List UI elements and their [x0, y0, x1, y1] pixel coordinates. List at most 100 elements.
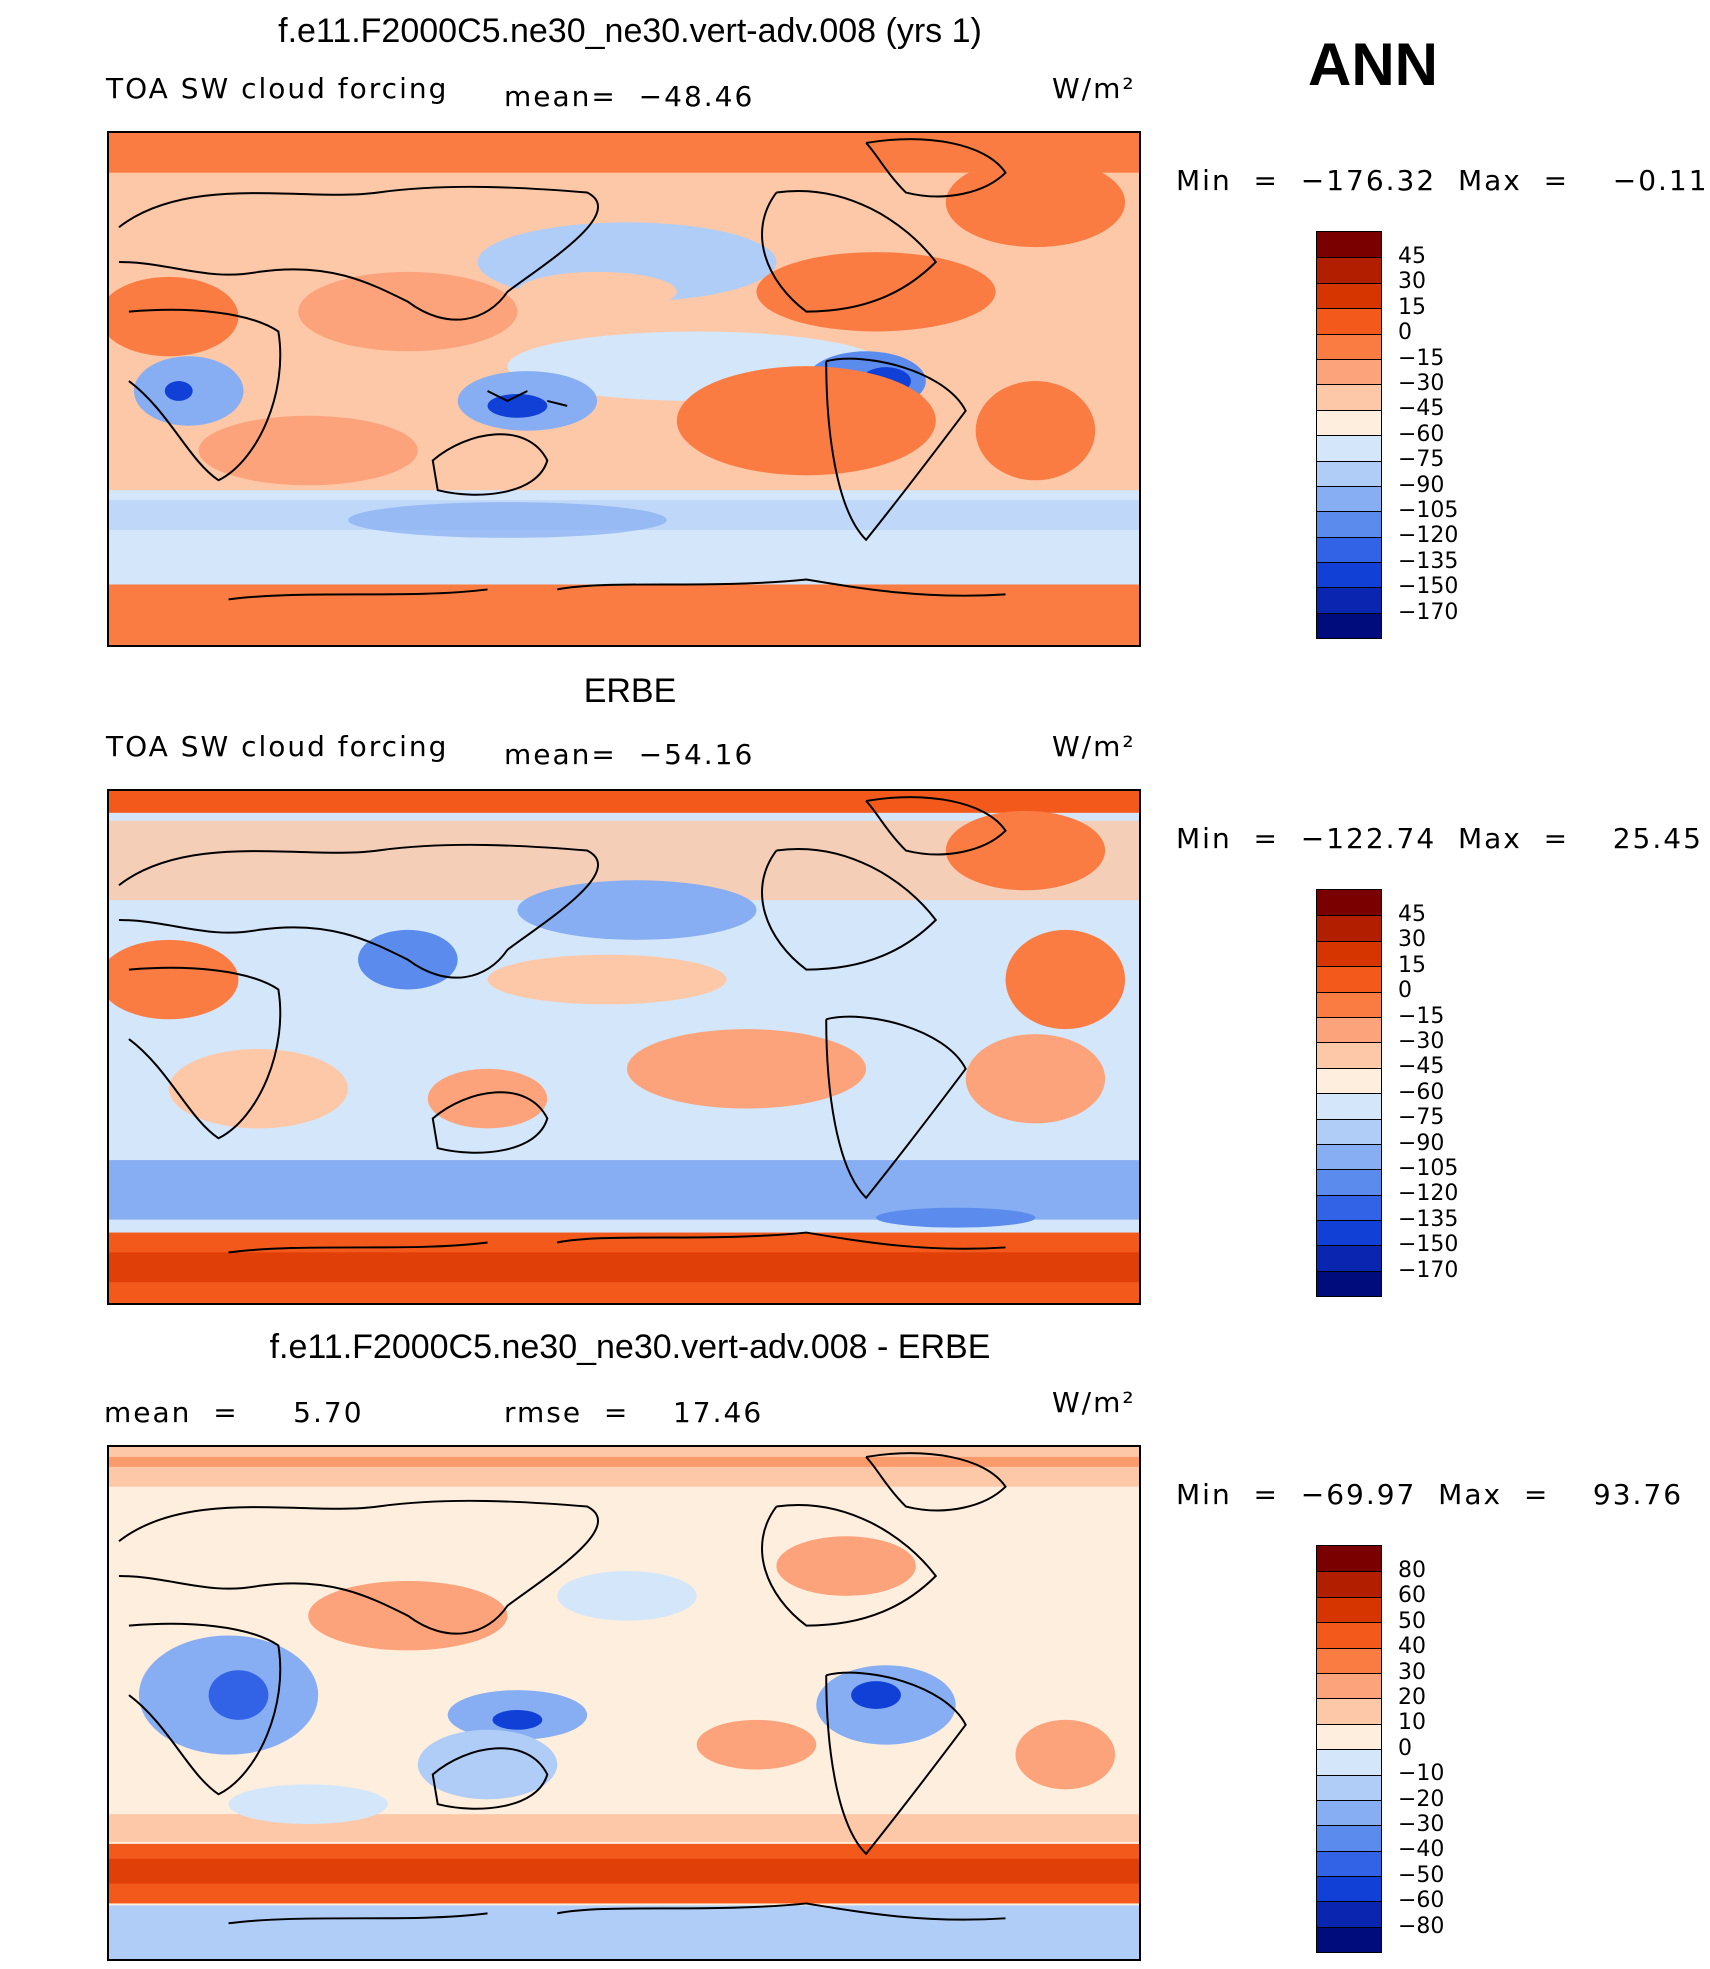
panel3-colorbar: [1316, 1545, 1382, 1953]
panel2-colorbar-tick: −15: [1398, 1004, 1445, 1029]
panel3-minmax-label: Min = −69.97 Max = 93.76: [1176, 1478, 1684, 1511]
panel1-colorbar-swatch: [1317, 409, 1381, 436]
panel2-colorbar-tick: −75: [1398, 1105, 1445, 1130]
panel3-map: [107, 1445, 1141, 1961]
panel3-title: f.e11.F2000C5.ne30_ne30.vert-adv.008 - E…: [269, 1328, 991, 1366]
panel2-contour-field: [109, 791, 1139, 1303]
panel3-colorbar-tick: 50: [1398, 1609, 1426, 1634]
panel3-colorbar-tick: −30: [1398, 1812, 1445, 1837]
panel2-colorbar-swatch: [1317, 915, 1381, 941]
panel3-colorbar-tick: −40: [1398, 1837, 1445, 1862]
panel3-colorbar-swatch: [1317, 1698, 1381, 1724]
panel1-colorbar-tick: −45: [1398, 396, 1445, 421]
panel2-title: ERBE: [583, 672, 677, 710]
panel2-colorbar-tick: −45: [1398, 1054, 1445, 1079]
panel2-colorbar-swatch: [1317, 890, 1381, 916]
panel1-colorbar-tick: 45: [1398, 244, 1426, 269]
panel1-minmax-label: Min = −176.32 Max = −0.11: [1176, 164, 1709, 197]
panel1-colorbar-tick: 0: [1398, 320, 1412, 345]
panel2-colorbar-swatch: [1317, 1220, 1381, 1246]
panel2-map: [107, 789, 1141, 1305]
panel1-colorbar-swatch: [1317, 536, 1381, 563]
panel3-colorbar-swatch: [1317, 1799, 1381, 1826]
panel1-colorbar-swatch: [1317, 435, 1381, 461]
panel2-colorbar-tick: −120: [1398, 1181, 1459, 1206]
panel3-colorbar-tick: −60: [1398, 1888, 1445, 1913]
panel1-colorbar-swatch: [1317, 612, 1381, 639]
panel1-colorbar-swatch: [1317, 308, 1381, 334]
panel2-colorbar-tick: −170: [1398, 1258, 1459, 1283]
panel2-colorbar-swatch: [1317, 940, 1381, 967]
panel1-colorbar-tick: −150: [1398, 574, 1459, 599]
panel2-colorbar-tick: 45: [1398, 902, 1426, 927]
panel2-colorbar-tick: −150: [1398, 1232, 1459, 1257]
panel2-colorbar-tick: 30: [1398, 927, 1426, 952]
panel1-colorbar-swatch: [1317, 587, 1381, 613]
panel3-colorbar-swatch: [1317, 1596, 1381, 1623]
panel3-colorbar-tick: 10: [1398, 1710, 1426, 1735]
panel1-colorbar: [1316, 231, 1382, 639]
panel2-colorbar-swatch: [1317, 1169, 1381, 1195]
panel3-colorbar-tick: 0: [1398, 1736, 1412, 1761]
season-label: ANN: [1308, 31, 1438, 98]
panel2-colorbar-tick: −60: [1398, 1080, 1445, 1105]
panel2-colorbar-swatch: [1317, 966, 1381, 992]
panel2-minmax-label: Min = −122.74 Max = 25.45: [1176, 822, 1703, 855]
panel2-colorbar: [1316, 889, 1382, 1297]
panel1-colorbar-swatch: [1317, 358, 1381, 385]
panel1-colorbar-tick: −15: [1398, 346, 1445, 371]
panel2-colorbar-tick: −30: [1398, 1029, 1445, 1054]
panel1-colorbar-tick: 15: [1398, 295, 1426, 320]
panel3-colorbar-swatch: [1317, 1622, 1381, 1648]
panel1-map: [107, 131, 1141, 647]
panel2-colorbar-swatch: [1317, 1143, 1381, 1170]
panel2-colorbar-swatch: [1317, 1067, 1381, 1094]
panel3-colorbar-swatch: [1317, 1647, 1381, 1673]
panel3-colorbar-swatch: [1317, 1825, 1381, 1851]
panel1-colorbar-tick: −90: [1398, 473, 1445, 498]
panel2-variable-label: TOA SW cloud forcing: [106, 730, 449, 763]
panel1-units-label: W/m²: [1052, 72, 1136, 105]
panel1-colorbar-swatch: [1317, 562, 1381, 588]
panel3-colorbar-swatch: [1317, 1926, 1381, 1953]
panel2-colorbar-tick: 15: [1398, 953, 1426, 978]
panel2-colorbar-swatch: [1317, 1093, 1381, 1119]
panel3-colorbar-tick: −80: [1398, 1914, 1445, 1939]
panel3-rmse-label: rmse = 17.46: [504, 1396, 764, 1429]
panel3-colorbar-tick: 40: [1398, 1634, 1426, 1659]
panel3-colorbar-swatch: [1317, 1723, 1381, 1750]
panel3-colorbar-swatch: [1317, 1774, 1381, 1800]
panel3-colorbar-swatch: [1317, 1672, 1381, 1699]
panel1-colorbar-tick: −170: [1398, 600, 1459, 625]
panel1-colorbar-swatch: [1317, 511, 1381, 537]
panel3-colorbar-tick: −20: [1398, 1787, 1445, 1812]
panel1-colorbar-tick: 30: [1398, 269, 1426, 294]
panel3-colorbar-tick: 20: [1398, 1685, 1426, 1710]
panel3-colorbar-swatch: [1317, 1546, 1381, 1572]
panel2-colorbar-tick: 0: [1398, 978, 1412, 1003]
panel2-colorbar-tick: −90: [1398, 1131, 1445, 1156]
panel3-colorbar-tick: 30: [1398, 1660, 1426, 1685]
panel3-colorbar-swatch: [1317, 1876, 1381, 1902]
panel3-colorbar-tick: 80: [1398, 1558, 1426, 1583]
panel2-colorbar-swatch: [1317, 1016, 1381, 1043]
panel1-colorbar-tick: −30: [1398, 371, 1445, 396]
panel1-colorbar-swatch: [1317, 257, 1381, 283]
panel1-colorbar-tick: −75: [1398, 447, 1445, 472]
panel1-mean-label: mean= −48.46: [504, 80, 755, 113]
panel2-mean-label: mean= −54.16: [504, 738, 755, 771]
panel3-colorbar-swatch: [1317, 1571, 1381, 1597]
panel3-colorbar-swatch: [1317, 1901, 1381, 1927]
panel2-colorbar-tick: −135: [1398, 1207, 1459, 1232]
panel3-colorbar-tick: −10: [1398, 1761, 1445, 1786]
panel1-contour-field: [109, 133, 1139, 645]
panel1-colorbar-swatch: [1317, 460, 1381, 486]
panel1-title: f.e11.F2000C5.ne30_ne30.vert-adv.008 (yr…: [278, 12, 982, 50]
panel1-colorbar-swatch: [1317, 384, 1381, 410]
panel2-colorbar-swatch: [1317, 1270, 1381, 1297]
panel2-colorbar-swatch: [1317, 1194, 1381, 1221]
panel2-units-label: W/m²: [1052, 730, 1136, 763]
panel1-colorbar-tick: −135: [1398, 549, 1459, 574]
panel1-colorbar-tick: −60: [1398, 422, 1445, 447]
panel1-colorbar-tick: −105: [1398, 498, 1459, 523]
